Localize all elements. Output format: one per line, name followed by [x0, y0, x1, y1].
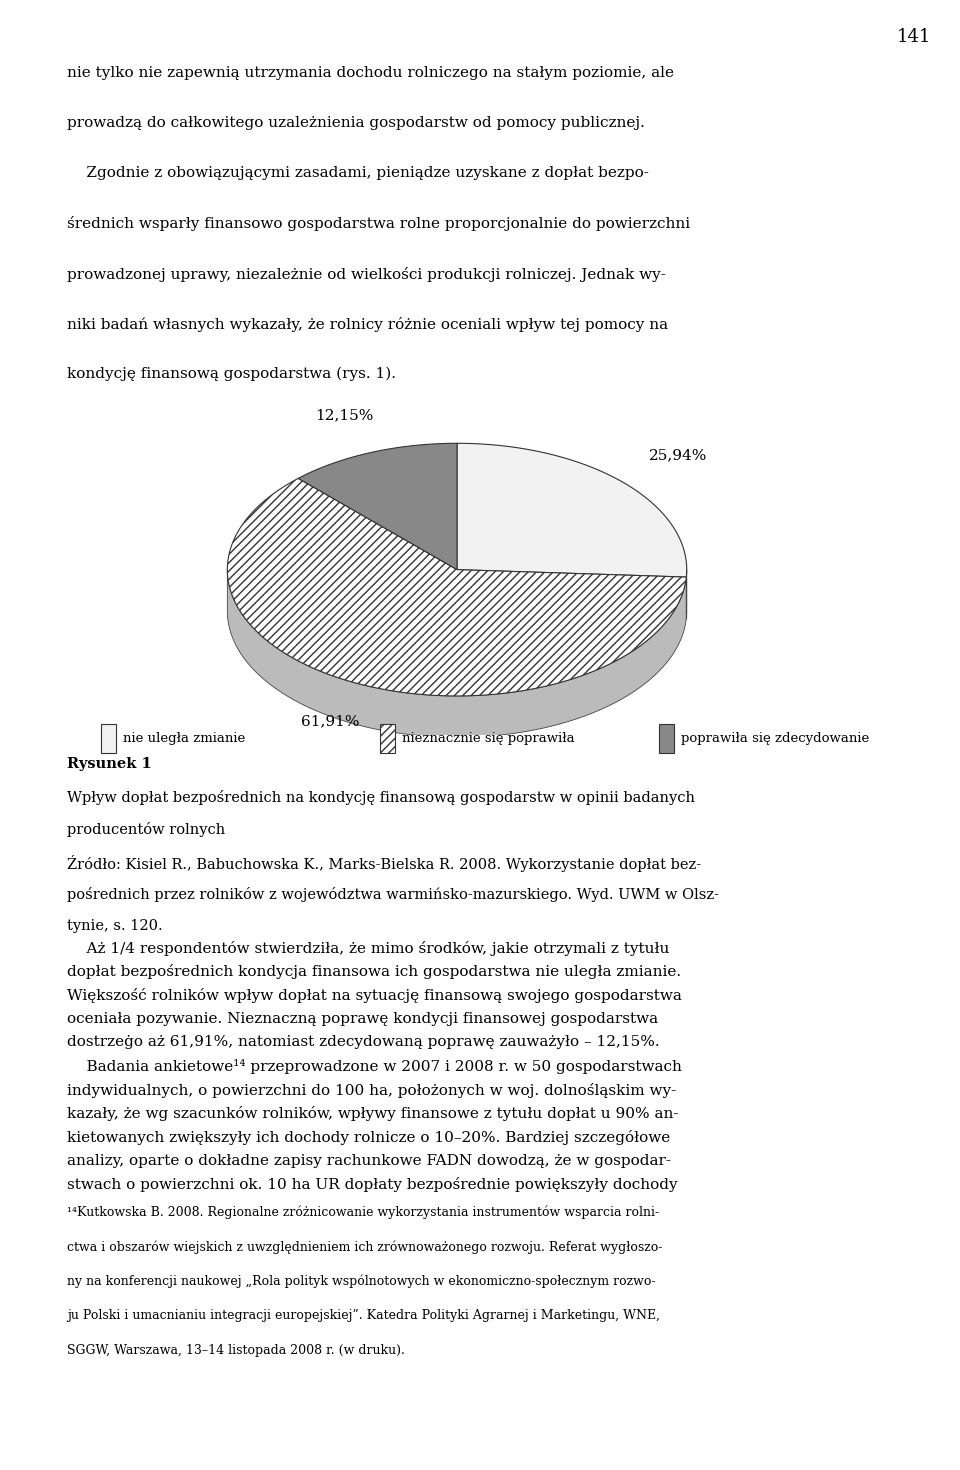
Text: Aż 1/4 respondentów stwierdziła, że mimo środków, jakie otrzymali z tytułu: Aż 1/4 respondentów stwierdziła, że mimo… [67, 941, 669, 956]
Text: 12,15%: 12,15% [315, 407, 373, 422]
Text: kietowanych zwiększyły ich dochody rolnicze o 10–20%. Bardziej szczegółowe: kietowanych zwiększyły ich dochody rolni… [67, 1130, 670, 1145]
Text: tynie, s. 120.: tynie, s. 120. [67, 920, 163, 933]
Text: SGGW, Warszawa, 13–14 listopada 2008 r. (w druku).: SGGW, Warszawa, 13–14 listopada 2008 r. … [67, 1344, 405, 1357]
Text: 61,91%: 61,91% [300, 714, 359, 728]
Text: dopłat bezpośrednich kondycja finansowa ich gospodarstwa nie uległa zmianie.: dopłat bezpośrednich kondycja finansowa … [67, 964, 682, 979]
Text: stwach o powierzchni ok. 10 ha UR dopłaty bezpośrednie powiększyły dochody: stwach o powierzchni ok. 10 ha UR dopłat… [67, 1177, 678, 1192]
Text: Źródło: Kisiel R., Babuchowska K., Marks-Bielska R. 2008. Wykorzystanie dopłat b: Źródło: Kisiel R., Babuchowska K., Marks… [67, 854, 702, 872]
Text: nieznacznie się poprawiła: nieznacznie się poprawiła [401, 732, 574, 745]
Polygon shape [228, 478, 686, 695]
Text: Badania ankietowe¹⁴ przeprowadzone w 2007 i 2008 r. w 50 gospodarstwach: Badania ankietowe¹⁴ przeprowadzone w 200… [67, 1058, 682, 1075]
Text: niki badań własnych wykazały, że rolnicy różnie oceniali wpływ tej pomocy na: niki badań własnych wykazały, że rolnicy… [67, 316, 668, 332]
Text: pośrednich przez rolników z województwa warmińsko-mazurskiego. Wyd. UWM w Olsz-: pośrednich przez rolników z województwa … [67, 886, 719, 903]
Text: kondycję finansową gospodarstwa (rys. 1).: kondycję finansową gospodarstwa (rys. 1)… [67, 366, 396, 381]
Text: ju Polski i umacnianiu integracji europejskiej”. Katedra Polityki Agrarnej i Mar: ju Polski i umacnianiu integracji europe… [67, 1310, 660, 1323]
Text: Zgodnie z obowiązującymi zasadami, pieniądze uzyskane z dopłat bezpo-: Zgodnie z obowiązującymi zasadami, pieni… [67, 166, 649, 181]
Text: Większość rolników wpływ dopłat na sytuację finansową swojego gospodarstwa: Większość rolników wpływ dopłat na sytua… [67, 988, 682, 1003]
Text: dostrzeġo aż 61,91%, natomiast zdecydowaną poprawę zauważyło – 12,15%.: dostrzeġo aż 61,91%, natomiast zdecydowa… [67, 1035, 660, 1050]
Text: kazały, że wg szacunków rolników, wpływy finansowe z tytułu dopłat u 90% an-: kazały, że wg szacunków rolników, wpływy… [67, 1107, 679, 1122]
Text: 141: 141 [897, 28, 931, 46]
Text: prowadzonej uprawy, niezależnie od wielkości produkcji rolniczej. Jednak wy-: prowadzonej uprawy, niezależnie od wielk… [67, 266, 666, 282]
Polygon shape [228, 569, 686, 738]
Text: nie tylko nie zapewnią utrzymania dochodu rolniczego na stałym poziomie, ale: nie tylko nie zapewnią utrzymania dochod… [67, 66, 674, 81]
Text: nie uległa zmianie: nie uległa zmianie [123, 732, 245, 745]
FancyBboxPatch shape [380, 723, 395, 753]
Text: średnich wsparły finansowo gospodarstwa rolne proporcjonalnie do powierzchni: średnich wsparły finansowo gospodarstwa … [67, 216, 690, 231]
Text: oceniała pozywanie. Nieznaczną poprawę kondycji finansowej gospodarstwa: oceniała pozywanie. Nieznaczną poprawę k… [67, 1011, 659, 1026]
Text: Wpływ dopłat bezpośrednich na kondycję finansową gospodarstw w opinii badanych: Wpływ dopłat bezpośrednich na kondycję f… [67, 789, 695, 804]
Text: prowadzą do całkowitego uzależnienia gospodarstw od pomocy publicznej.: prowadzą do całkowitego uzależnienia gos… [67, 116, 645, 131]
FancyBboxPatch shape [659, 723, 674, 753]
Text: ¹⁴Kutkowska B. 2008. Regionalne zróżnicowanie wykorzystania instrumentów wsparci: ¹⁴Kutkowska B. 2008. Regionalne zróżnico… [67, 1205, 660, 1219]
Text: analizy, oparte o dokładne zapisy rachunkowe FADN dowodzą, że w gospodar-: analizy, oparte o dokładne zapisy rachun… [67, 1154, 671, 1167]
Text: indywidualnych, o powierzchni do 100 ha, położonych w woj. dolnośląskim wy-: indywidualnych, o powierzchni do 100 ha,… [67, 1083, 677, 1098]
Text: poprawiła się zdecydowanie: poprawiła się zdecydowanie [681, 732, 869, 745]
Text: ny na konferencji naukowej „Rola polityk wspólnotowych w ekonomiczno-społecznym : ny na konferencji naukowej „Rola polityk… [67, 1274, 656, 1288]
Text: producentów rolnych: producentów rolnych [67, 822, 226, 836]
Text: 25,94%: 25,94% [648, 448, 707, 462]
Polygon shape [457, 444, 686, 578]
Text: Rysunek 1: Rysunek 1 [67, 757, 152, 772]
FancyBboxPatch shape [101, 723, 116, 753]
Polygon shape [299, 444, 457, 570]
Text: ctwa i obszarów wiejskich z uwzględnieniem ich zrównoważonego rozwoju. Referat w: ctwa i obszarów wiejskich z uwzględnieni… [67, 1241, 662, 1254]
